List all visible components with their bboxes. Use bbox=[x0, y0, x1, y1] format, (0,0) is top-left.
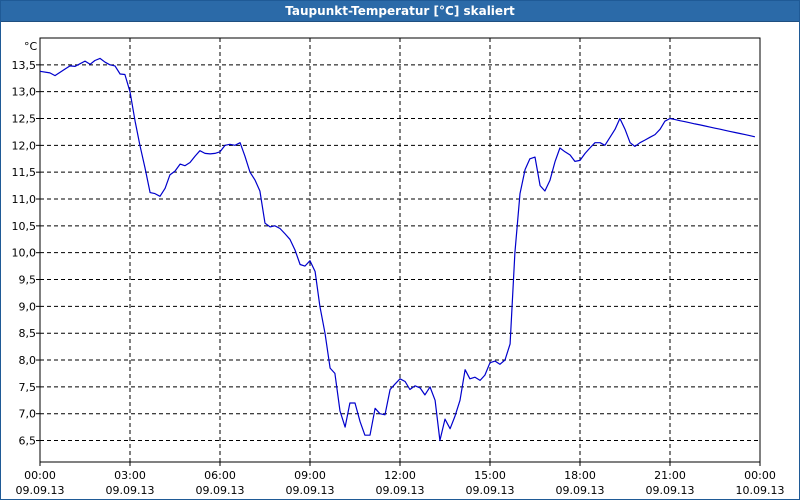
series-line bbox=[39, 57, 756, 442]
x-tick-time-label: 21:00 bbox=[654, 469, 686, 482]
x-tick-time-label: 15:00 bbox=[474, 469, 506, 482]
y-tick-label: 11,0 bbox=[12, 193, 37, 206]
x-tick-time-label: 12:00 bbox=[384, 469, 416, 482]
x-tick-time-label: 00:00 bbox=[24, 469, 56, 482]
y-axis-unit-label: °C bbox=[24, 40, 38, 53]
y-tick-label: 11,5 bbox=[12, 166, 37, 179]
title-bar bbox=[1, 1, 799, 22]
x-tick-date-label: 09.09.13 bbox=[106, 484, 155, 497]
x-tick-date-label: 09.09.13 bbox=[466, 484, 515, 497]
y-tick-label: 13,5 bbox=[12, 59, 37, 72]
y-tick-label: 10,0 bbox=[12, 247, 37, 260]
x-tick-time-label: 09:00 bbox=[294, 469, 326, 482]
x-tick-time-label: 06:00 bbox=[204, 469, 236, 482]
x-tick-date-label: 09.09.13 bbox=[16, 484, 65, 497]
x-tick-date-label: 10.09.13 bbox=[736, 484, 785, 497]
y-tick-label: 12,0 bbox=[12, 139, 37, 152]
y-tick-label: 6,5 bbox=[19, 435, 37, 448]
y-axis-ticks: 13,5 13,0 12,5 12,0 11,5 11,0 10,5 10,0 9,5 9,0 8,… bbox=[12, 59, 40, 448]
y-tick-label: 9,0 bbox=[19, 300, 37, 313]
y-tick-label: 8,0 bbox=[19, 354, 37, 367]
y-tick-label: 13,0 bbox=[12, 86, 37, 99]
y-tick-label: 8,5 bbox=[19, 327, 37, 340]
series-group bbox=[39, 57, 756, 442]
y-tick-label: 9,5 bbox=[19, 274, 37, 287]
x-tick-date-label: 09.09.13 bbox=[376, 484, 425, 497]
x-tick-date-label: 09.09.13 bbox=[286, 484, 335, 497]
y-tick-label: 7,0 bbox=[19, 408, 37, 421]
y-tick-label: 10,5 bbox=[12, 220, 37, 233]
x-tick-date-label: 09.09.13 bbox=[196, 484, 245, 497]
chart-title: Taupunkt-Temperatur [°C] skaliert bbox=[285, 4, 515, 18]
y-tick-label: 12,5 bbox=[12, 113, 37, 126]
x-tick-date-label: 09.09.13 bbox=[646, 484, 695, 497]
grid-lines bbox=[40, 38, 760, 462]
x-tick-time-label: 03:00 bbox=[114, 469, 146, 482]
x-axis-ticks: 00:00 09.09.13 03:00 09.09.13 06:00 09.09.13 0… bbox=[16, 462, 785, 497]
x-tick-time-label: 00:00 bbox=[744, 469, 776, 482]
y-tick-label: 7,5 bbox=[19, 381, 37, 394]
x-tick-date-label: 09.09.13 bbox=[556, 484, 605, 497]
x-tick-time-label: 18:00 bbox=[564, 469, 596, 482]
